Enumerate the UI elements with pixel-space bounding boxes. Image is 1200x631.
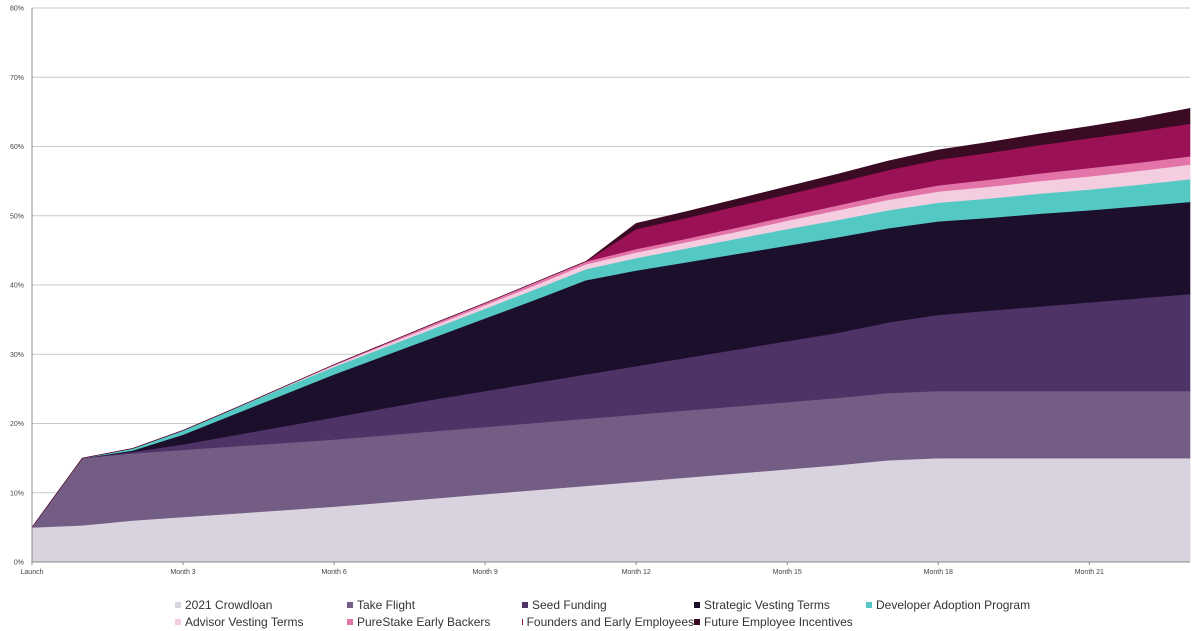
legend-swatch <box>866 601 872 608</box>
x-tick-label: Month 12 <box>622 569 651 576</box>
y-tick-label: 70% <box>10 75 24 82</box>
stacked-area-chart: 0% 10% 20% 30% 40% 50% 60% 70% 80% Launch Month 3… <box>10 6 1191 576</box>
x-tick-label: Month 3 <box>170 569 195 576</box>
legend-swatch <box>522 601 528 608</box>
legend-item: Developer Adoption Program <box>866 598 1046 612</box>
y-tick-label: 20% <box>10 421 24 428</box>
x-tick-label: Month 18 <box>924 569 953 576</box>
legend-row: Advisor Vesting Terms PureStake Early Bac… <box>175 613 1075 630</box>
legend-label: 2021 Crowdloan <box>185 597 273 612</box>
legend-swatch <box>694 618 700 625</box>
legend-item: Seed Funding <box>522 598 694 612</box>
legend-label: Founders and Early Employees <box>526 614 694 629</box>
x-tick-label: Month 15 <box>773 569 802 576</box>
legend-label: Take Flight <box>357 597 416 612</box>
legend-item: Take Flight <box>347 598 522 612</box>
legend-swatch <box>175 601 181 608</box>
legend-item: PureStake Early Backers <box>347 615 522 629</box>
y-axis-tick-labels: 0% 10% 20% 30% 40% 50% 60% 70% 80% <box>10 6 24 567</box>
legend-item: Advisor Vesting Terms <box>175 615 347 629</box>
legend-swatch <box>694 601 700 608</box>
legend-row: 2021 Crowdloan Take Flight Seed Funding Str… <box>175 596 1075 613</box>
y-tick-label: 60% <box>10 144 24 151</box>
legend-label: Developer Adoption Program <box>876 597 1031 612</box>
x-tick-label: Month 9 <box>472 569 497 576</box>
y-tick-label: 10% <box>10 490 24 497</box>
y-tick-label: 80% <box>10 6 24 13</box>
legend-item: Strategic Vesting Terms <box>694 598 866 612</box>
y-tick-label: 0% <box>14 560 24 567</box>
legend-swatch <box>175 618 181 625</box>
x-axis-tick-labels: Launch Month 3 Month 6 Month 9 Month 12 Month… <box>21 562 1104 576</box>
legend-label: Future Employee Incentives <box>704 614 853 629</box>
area-series-future-employee-incentives <box>31 108 1191 528</box>
legend-label: Advisor Vesting Terms <box>185 614 304 629</box>
axes <box>31 8 1190 563</box>
y-tick-label: 30% <box>10 352 24 359</box>
legend-label: PureStake Early Backers <box>357 614 491 629</box>
legend-swatch <box>347 618 353 625</box>
legend-swatch <box>347 601 353 608</box>
area-series-group <box>31 108 1191 563</box>
legend: 2021 Crowdloan Take Flight Seed Funding Str… <box>175 596 1075 630</box>
legend-label: Strategic Vesting Terms <box>704 597 830 612</box>
legend-item: Future Employee Incentives <box>694 615 866 629</box>
y-tick-label: 50% <box>10 213 24 220</box>
y-tick-label: 40% <box>10 283 24 290</box>
x-tick-label: Month 21 <box>1075 569 1104 576</box>
legend-label: Seed Funding <box>532 597 607 612</box>
x-tick-label: Month 6 <box>321 569 346 576</box>
legend-swatch <box>522 618 523 625</box>
legend-item: Founders and Early Employees <box>522 615 694 629</box>
legend-item: 2021 Crowdloan <box>175 598 347 612</box>
x-tick-label: Launch <box>21 569 44 576</box>
